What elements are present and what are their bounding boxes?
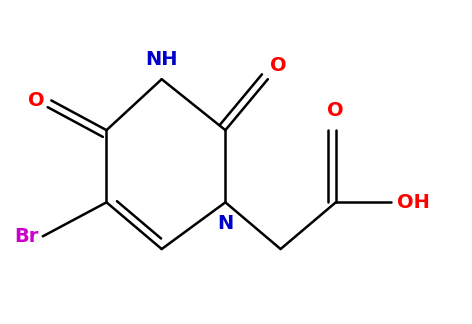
- Text: O: O: [328, 100, 344, 120]
- Text: N: N: [217, 214, 234, 233]
- Text: Br: Br: [14, 227, 39, 246]
- Text: O: O: [270, 56, 287, 75]
- Text: NH: NH: [145, 50, 178, 69]
- Text: O: O: [28, 91, 45, 110]
- Text: OH: OH: [397, 193, 430, 212]
